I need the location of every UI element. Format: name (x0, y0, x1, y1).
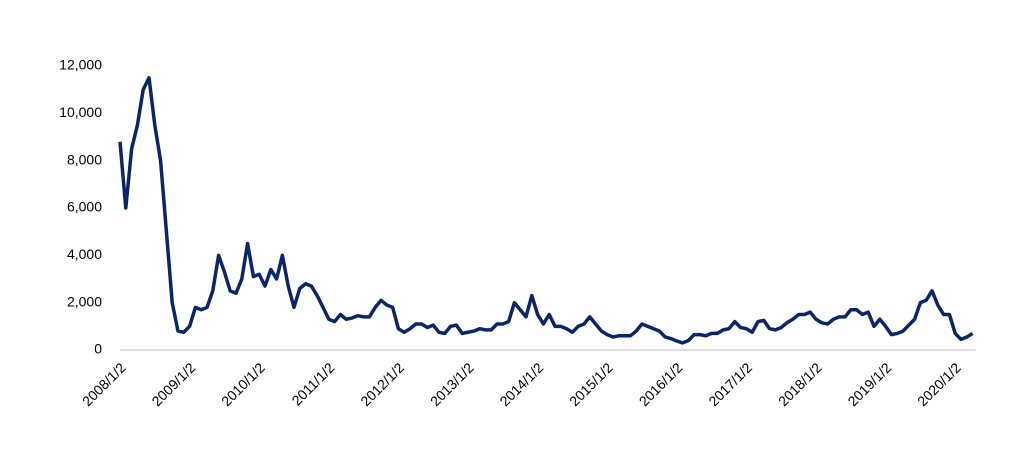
y-tick-label: 8,000 (67, 151, 102, 167)
x-tick-label: 2009/1/2 (148, 359, 198, 409)
y-tick-label: 0 (94, 341, 102, 357)
x-tick-label: 2010/1/2 (218, 359, 268, 409)
y-tick-label: 2,000 (67, 293, 102, 309)
x-tick-label: 2018/1/2 (775, 359, 825, 409)
x-tick-label: 2017/1/2 (705, 359, 755, 409)
x-tick-label: 2019/1/2 (844, 359, 894, 409)
line-series (118, 76, 974, 345)
x-tick-label: 2014/1/2 (496, 359, 546, 409)
y-tick-label: 10,000 (59, 104, 102, 120)
x-tick-label: 2013/1/2 (427, 359, 477, 409)
y-tick-label: 6,000 (67, 199, 102, 215)
x-tick-label: 2016/1/2 (636, 359, 686, 409)
x-tick-label: 2011/1/2 (288, 359, 337, 408)
x-tick-label: 2008/1/2 (79, 359, 129, 409)
y-tick-label: 12,000 (59, 57, 102, 73)
x-tick-label: 2012/1/2 (357, 359, 407, 409)
y-tick-label: 4,000 (67, 246, 102, 262)
x-tick-label: 2015/1/2 (566, 359, 616, 409)
x-tick-label: 2020/1/2 (914, 359, 964, 409)
